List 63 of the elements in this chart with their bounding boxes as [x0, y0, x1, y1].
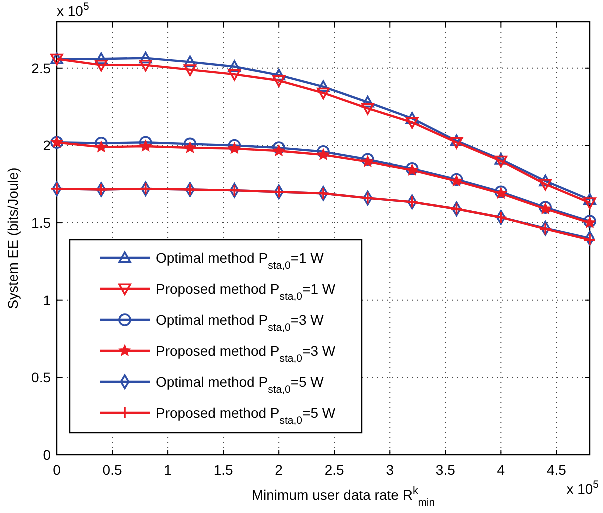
point [450, 134, 464, 146]
point [228, 142, 240, 154]
x-tick-label: 0.5 [102, 462, 122, 478]
point [139, 60, 152, 72]
point [406, 117, 419, 129]
point [272, 68, 286, 81]
point [450, 137, 464, 150]
point [539, 174, 552, 187]
text: x 10$^{5}$ [566, 479, 600, 497]
legend-label: Proposed method P$_{sta,0}$=5 W [156, 405, 336, 427]
point [140, 140, 152, 152]
text: x 10$^{5}$ [57, 1, 90, 19]
point [228, 139, 242, 152]
y-tick-label: 2.5 [32, 60, 52, 76]
point [318, 148, 330, 160]
legend-label: Optimal method P$_{sta,0}$=5 W [156, 374, 325, 396]
point [362, 156, 374, 167]
point [95, 136, 108, 150]
point [317, 88, 330, 100]
point [317, 146, 330, 158]
x-tick-label: 2 [275, 462, 284, 478]
x-tick-label: 2.5 [324, 462, 345, 478]
point [228, 60, 242, 72]
point [584, 234, 596, 246]
point [406, 112, 419, 124]
y-tick-label: 1 [43, 292, 52, 308]
legend-label: Proposed method P$_{sta,0}$=3 W [156, 343, 336, 365]
point [494, 156, 508, 168]
point [362, 96, 374, 108]
legend-label: Optimal method P$_{sta,0}$=3 W [156, 312, 325, 334]
legend-label: Proposed method P$_{sta,0}$=1 W [156, 281, 336, 303]
point [228, 69, 242, 81]
x-tick-label: 3.5 [436, 462, 456, 478]
point [184, 64, 197, 76]
y-tick-label: 1.5 [32, 215, 52, 232]
point [184, 142, 196, 153]
point [494, 153, 508, 165]
point [272, 75, 286, 88]
y-axis-title: System EE (bits/Joule) [5, 168, 21, 310]
x-tick-label: 1 [164, 462, 172, 478]
point [139, 52, 152, 64]
point [317, 80, 330, 92]
x-tick-label: 0 [53, 462, 62, 478]
point [273, 145, 285, 156]
point [539, 179, 552, 191]
point [184, 138, 197, 151]
x-tick-label: 4 [497, 462, 506, 478]
legend-label: Optimal method P$_{sta,0}$=1 W [156, 250, 325, 272]
y-tick-label: 0.5 [32, 370, 52, 386]
point [272, 142, 286, 154]
point [184, 56, 197, 68]
point [95, 52, 108, 64]
x-tick-label: 3 [386, 462, 394, 478]
point [584, 193, 596, 206]
x-tick-label: 4.5 [546, 462, 567, 478]
y-tick-label: 2 [43, 138, 52, 154]
point [96, 141, 108, 152]
point [584, 198, 596, 210]
point [95, 60, 108, 72]
point [139, 136, 152, 150]
y-tick-label: 0 [43, 447, 52, 463]
x-tick-label: 1.5 [214, 462, 234, 478]
point [362, 103, 374, 115]
